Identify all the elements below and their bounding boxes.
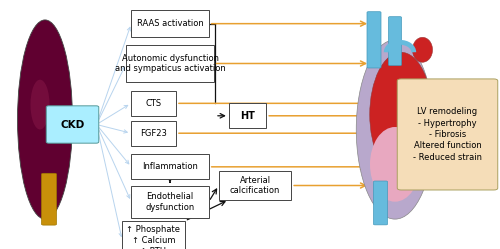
- Text: RAAS activation: RAAS activation: [136, 19, 203, 28]
- Ellipse shape: [412, 37, 432, 62]
- FancyBboxPatch shape: [131, 154, 209, 179]
- Text: CTS: CTS: [146, 99, 162, 108]
- Text: LV remodeling
- Hypertrophy
- Fibrosis
Altered function
- Reduced strain: LV remodeling - Hypertrophy - Fibrosis A…: [413, 107, 482, 162]
- FancyBboxPatch shape: [46, 106, 98, 143]
- FancyBboxPatch shape: [367, 12, 381, 68]
- FancyBboxPatch shape: [219, 171, 291, 200]
- Ellipse shape: [370, 127, 420, 202]
- Text: CKD: CKD: [60, 120, 84, 129]
- Ellipse shape: [356, 40, 434, 219]
- Text: Endothelial
dysfunction: Endothelial dysfunction: [146, 192, 194, 212]
- FancyBboxPatch shape: [229, 103, 266, 128]
- Ellipse shape: [370, 52, 432, 177]
- Text: Autonomic dysfunction
and sympaticus activation: Autonomic dysfunction and sympaticus act…: [114, 54, 226, 73]
- FancyBboxPatch shape: [126, 45, 214, 82]
- FancyBboxPatch shape: [388, 17, 402, 65]
- FancyBboxPatch shape: [374, 181, 388, 225]
- Text: Inflammation: Inflammation: [142, 162, 198, 171]
- Text: HT: HT: [240, 111, 255, 121]
- Ellipse shape: [18, 20, 72, 219]
- FancyBboxPatch shape: [122, 221, 185, 249]
- FancyBboxPatch shape: [397, 79, 498, 190]
- FancyBboxPatch shape: [131, 91, 176, 116]
- FancyBboxPatch shape: [131, 121, 176, 146]
- FancyBboxPatch shape: [131, 186, 209, 218]
- Text: ↑ Phosphate
↑ Calcium
↑ PTH: ↑ Phosphate ↑ Calcium ↑ PTH: [126, 225, 180, 249]
- Text: Arterial
calcification: Arterial calcification: [230, 176, 280, 195]
- Ellipse shape: [30, 80, 50, 129]
- FancyBboxPatch shape: [131, 10, 209, 37]
- FancyBboxPatch shape: [42, 173, 56, 225]
- Text: FGF23: FGF23: [140, 129, 167, 138]
